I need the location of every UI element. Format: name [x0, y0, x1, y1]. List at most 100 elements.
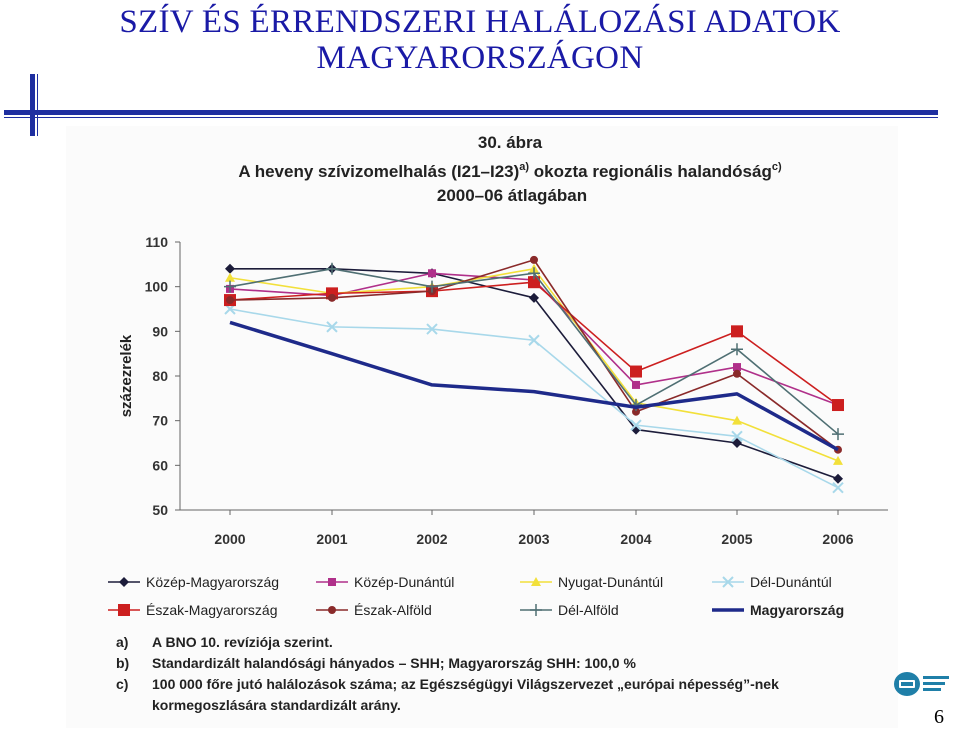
series-k-z-p-magyarorsz-g — [225, 263, 843, 484]
legend-label: Dél-Dunántúl — [750, 574, 832, 590]
x-tick-label: 2004 — [620, 531, 651, 547]
legend-label: Dél-Alföld — [558, 602, 619, 618]
data-point — [326, 321, 338, 333]
data-point — [833, 455, 843, 465]
y-tick-label: 60 — [152, 457, 168, 473]
data-point — [426, 323, 438, 335]
data-point — [630, 419, 642, 431]
data-point — [225, 272, 235, 282]
legend: Közép-Magyarország Közép-Dunántúl Nyugat-D… — [108, 574, 844, 618]
data-point — [632, 380, 640, 389]
footnote-c-cont: kormegoszlására standardizált arány. — [116, 695, 862, 716]
chart-title: A heveny szívizomelhalás (I21–I23)a) oko… — [238, 161, 782, 181]
series-line — [229, 259, 839, 451]
chart-title-sup1: a) — [519, 161, 529, 173]
data-point — [732, 438, 742, 448]
data-point — [731, 430, 743, 443]
footnotes: a) A BNO 10. revíziója szerint. b) Standar… — [116, 632, 862, 716]
data-point — [529, 292, 539, 303]
chart-title-line2: 2000–06 átlagában — [437, 186, 587, 205]
data-point — [832, 428, 844, 441]
y-tick-label: 50 — [152, 502, 168, 518]
legend-label: Közép-Dunántúl — [354, 574, 454, 590]
x-tick-label: 2002 — [416, 531, 447, 547]
y-tick-label: 90 — [152, 323, 168, 339]
footnote-c: c) 100 000 főre jutó halálozások száma; a… — [116, 674, 862, 695]
y-tick-label: 80 — [152, 368, 168, 384]
y-axis-label: százezrelék — [118, 334, 135, 417]
chart: 30. ábra A heveny szívizomelhalás (I21–I… — [108, 133, 888, 618]
page-number: 6 — [934, 706, 944, 728]
legend-swatch-marker — [328, 578, 336, 586]
legend-swatch-marker — [118, 604, 130, 616]
x-tick-label: 2005 — [721, 531, 752, 547]
title-rule-thin — [4, 117, 938, 118]
x-tick-label: 2000 — [214, 531, 245, 547]
data-point — [226, 296, 234, 305]
data-point — [428, 269, 436, 278]
y-tick-label: 70 — [152, 413, 168, 429]
data-point — [731, 343, 743, 356]
legend-swatch-marker — [722, 576, 734, 588]
legend-label: Magyarország — [750, 602, 844, 618]
data-point — [328, 293, 336, 302]
data-point — [528, 267, 540, 280]
data-point — [530, 255, 538, 264]
data-point — [733, 363, 741, 372]
data-point — [426, 280, 438, 293]
data-point — [528, 276, 540, 289]
legend-label: Közép-Magyarország — [146, 574, 279, 590]
footnote-text: 100 000 főre jutó halálozások száma; az … — [152, 676, 779, 692]
chart-title-part2: okozta regionális halandóság — [529, 162, 772, 181]
chart-title-sup2: c) — [772, 161, 782, 173]
data-point — [833, 473, 843, 484]
data-point — [733, 369, 741, 378]
footnote-text: Standardizált halandósági hányados – SHH… — [152, 655, 636, 671]
data-point — [832, 481, 844, 494]
footnote-key: c) — [116, 676, 129, 692]
legend-label: Észak-Alföld — [354, 602, 432, 618]
footnote-key — [116, 695, 152, 716]
x-tick-label: 2001 — [316, 531, 347, 547]
data-point — [731, 325, 743, 338]
legend-swatch-marker — [531, 577, 541, 586]
data-point — [528, 334, 540, 346]
data-point — [632, 407, 640, 416]
data-point — [225, 263, 235, 274]
series-d-l-alf-ld — [224, 262, 844, 441]
series-line — [229, 320, 839, 452]
slide-title: SZÍV ÉS ÉRRENDSZERI HALÁLOZÁSI ADATOK MA… — [0, 4, 960, 76]
data-point — [630, 365, 642, 378]
slide-title-line2: MAGYARORSZÁGON — [316, 40, 644, 76]
legend-item: Közép-Dunántúl — [316, 574, 454, 590]
chart-panel — [66, 126, 898, 728]
y-tick-label: 110 — [145, 234, 168, 250]
series-d-l-dun-nt-l — [224, 303, 844, 494]
ksh-logo — [894, 672, 949, 696]
axes: 50 60 70 80 90 100 110 2000 2001 2002 2003 2004 2005… — [145, 234, 888, 547]
legend-swatch-marker — [119, 577, 129, 587]
legend-item: Észak-Magyarország — [108, 602, 278, 618]
series-magyarorsz-g — [229, 320, 839, 452]
x-tick-label: 2006 — [822, 531, 853, 547]
title-rule-vertical — [30, 74, 35, 136]
slide-title-line1: SZÍV ÉS ÉRRENDSZERI HALÁLOZÁSI ADATOK — [119, 4, 841, 40]
legend-item: Dél-Dunántúl — [712, 574, 832, 590]
footnote-text: A BNO 10. revíziója szerint. — [152, 634, 333, 650]
figure-label: 30. ábra — [478, 133, 543, 152]
legend-item: Magyarország — [712, 602, 844, 618]
legend-swatch-marker — [530, 604, 542, 616]
footnote-b: b) Standardizált halandósági hányados – S… — [116, 653, 862, 674]
title-rule — [4, 110, 938, 115]
legend-item: Közép-Magyarország — [108, 574, 279, 590]
legend-label: Észak-Magyarország — [146, 602, 278, 618]
legend-swatch-marker — [328, 606, 336, 614]
data-point — [732, 415, 742, 425]
x-tick-label: 2003 — [518, 531, 549, 547]
footnote-key: b) — [116, 655, 130, 671]
data-point — [326, 262, 338, 275]
footnote-text: kormegoszlására standardizált arány. — [152, 697, 401, 713]
y-tick-label: 100 — [145, 279, 169, 295]
data-point — [224, 280, 236, 293]
legend-item: Dél-Alföld — [520, 602, 619, 618]
